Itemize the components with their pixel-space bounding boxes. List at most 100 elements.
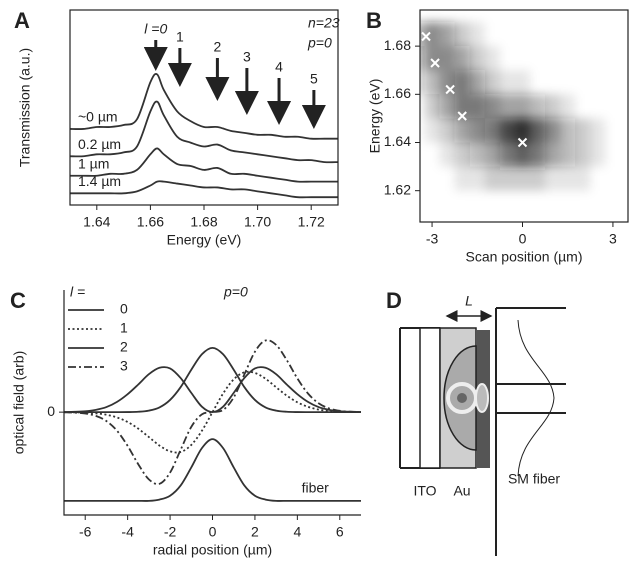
panel-label: C (10, 288, 26, 313)
heatmap-cell (424, 94, 440, 119)
heatmap-cell (560, 22, 575, 46)
note: p=0 (307, 35, 332, 51)
gap-label: L (465, 293, 473, 309)
panel-label: B (366, 8, 382, 33)
x-tick-label: 1.68 (190, 214, 217, 230)
heatmap-cell (484, 166, 500, 191)
heatmap-cell (484, 142, 500, 167)
heatmap-cell (560, 118, 576, 143)
heatmap-cell (560, 94, 576, 119)
legend-title: l = (70, 284, 85, 300)
heatmap-cell (469, 22, 485, 47)
heatmap-cell (575, 142, 591, 167)
heatmap-cell (454, 118, 470, 143)
y-tick-label: 1.66 (384, 85, 411, 101)
y-tick-label: 1.68 (384, 37, 411, 53)
heatmap-cell (560, 70, 575, 94)
heatmap-cell (500, 22, 515, 46)
heatmap-cell (530, 70, 545, 94)
note: n=23 (308, 15, 340, 31)
diagram: D L ITO Au SM fiber (386, 288, 566, 556)
heatmap-cell (560, 46, 575, 70)
heatmap-cell (454, 142, 470, 167)
heatmap-cell (424, 70, 440, 95)
legend-label: 2 (120, 339, 128, 355)
heatmap-cell (605, 46, 620, 70)
ito-layer (419, 327, 441, 469)
heatmap-cell (469, 70, 485, 95)
x-tick-label: 1.72 (298, 214, 325, 230)
heatmap-cell (545, 166, 561, 191)
heatmap-cell (560, 142, 576, 167)
layer-label: Au (453, 483, 470, 499)
heatmap-cell (484, 118, 500, 143)
heatmap-cell (499, 142, 515, 167)
heatmap-cell (409, 167, 424, 191)
x-axis-label: Scan position (µm) (466, 249, 583, 265)
heatmap-cell (424, 22, 440, 47)
heatmap-cell (605, 118, 620, 142)
heatmap-cell (545, 22, 560, 46)
heatmap-cell (514, 94, 531, 119)
heatmap-cell (575, 46, 590, 70)
heatmap-cell (575, 70, 590, 94)
heatmap-cell (484, 70, 500, 95)
layer-label: ITO (413, 483, 436, 499)
panel: A Energy (eV) Transmission (a.u.) 1.64 1.66 1… (14, 8, 340, 248)
heatmap-cell (420, 46, 425, 71)
heatmap-cell (575, 166, 591, 191)
heatmap-cell (469, 118, 485, 143)
heatmap-cell (469, 46, 485, 71)
heatmap-cell (514, 70, 531, 95)
heatmap-cell (439, 22, 455, 47)
x-tick-label: 3 (609, 231, 617, 247)
line-series (63, 366, 362, 414)
heatmap-cell (469, 166, 485, 191)
point-marker (421, 31, 431, 42)
heatmap-cell (530, 142, 546, 167)
x-tick-label: 4 (293, 524, 301, 540)
heatmap-cell (590, 167, 605, 191)
point-marker (517, 137, 528, 148)
heatmap-cell (409, 143, 424, 167)
heatmap-cell (499, 118, 515, 143)
x-axis-label: Energy (eV) (167, 232, 242, 248)
annotation-label: l =0 (144, 21, 167, 37)
fiber-mode (517, 319, 555, 477)
point-marker (445, 84, 455, 95)
x-axis-label: radial position (µm) (153, 542, 272, 558)
x-tick-label: -6 (79, 524, 92, 540)
heatmap-cell (440, 167, 455, 191)
x-tick-label: -3 (426, 231, 439, 247)
heatmap-cell (439, 142, 455, 167)
annotation-label: 2 (214, 39, 222, 55)
heatmap-cell (605, 22, 620, 46)
heatmap-cell (590, 118, 606, 143)
series-label: fiber (302, 480, 330, 496)
heatmap-cell (590, 142, 606, 167)
x-tick-label: -2 (164, 524, 177, 540)
heatmap-cell (530, 94, 546, 119)
heatmap-cell (590, 46, 605, 70)
legend-label: 1 (120, 320, 128, 336)
x-tick-label: 1.66 (137, 214, 164, 230)
heatmap-cell (454, 166, 470, 191)
series-label: 0.2 µm (78, 136, 121, 152)
heatmap-cell (484, 46, 500, 71)
heatmap-cell (424, 118, 440, 143)
line-series (69, 73, 338, 140)
line-series (70, 147, 338, 183)
heatmap-cell (409, 94, 424, 118)
annotation-label: 1 (176, 29, 184, 45)
heatmap-cell (545, 94, 561, 119)
heatmap-cell (454, 46, 470, 71)
panel-label: A (14, 8, 30, 33)
heatmap-cell (530, 46, 545, 70)
annotation-label: 3 (243, 49, 251, 65)
heatmap-cell (605, 70, 620, 94)
y-tick-label: 1.64 (384, 133, 411, 149)
line-series (69, 100, 339, 164)
heatmap-cell (530, 118, 546, 143)
